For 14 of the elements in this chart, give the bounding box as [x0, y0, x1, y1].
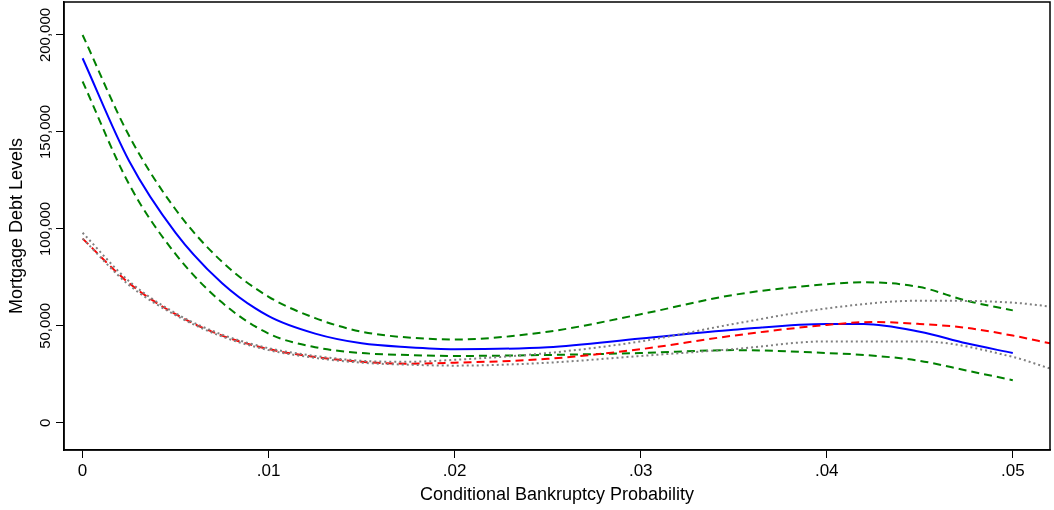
- y-tick-label: 200,000: [35, 7, 53, 63]
- y-tick-label: 0: [35, 418, 53, 428]
- x-tick-label: 0: [77, 460, 88, 480]
- x-tick-label: .01: [256, 460, 281, 480]
- x-tick-label: .03: [628, 460, 653, 480]
- x-tick-label: .04: [814, 460, 839, 480]
- y-tick-label: 150,000: [35, 104, 53, 160]
- y-tick-label: 50,000: [35, 302, 53, 349]
- y-tick-label: 100,000: [35, 201, 53, 257]
- x-axis-title: Conditional Bankruptcy Probability: [419, 484, 695, 505]
- line-series: [81, 80, 1014, 382]
- y-axis-title: Mortgage Debt Levels: [5, 137, 26, 315]
- x-tick-label: .02: [442, 460, 467, 480]
- x-tick-label: .05: [1000, 460, 1025, 480]
